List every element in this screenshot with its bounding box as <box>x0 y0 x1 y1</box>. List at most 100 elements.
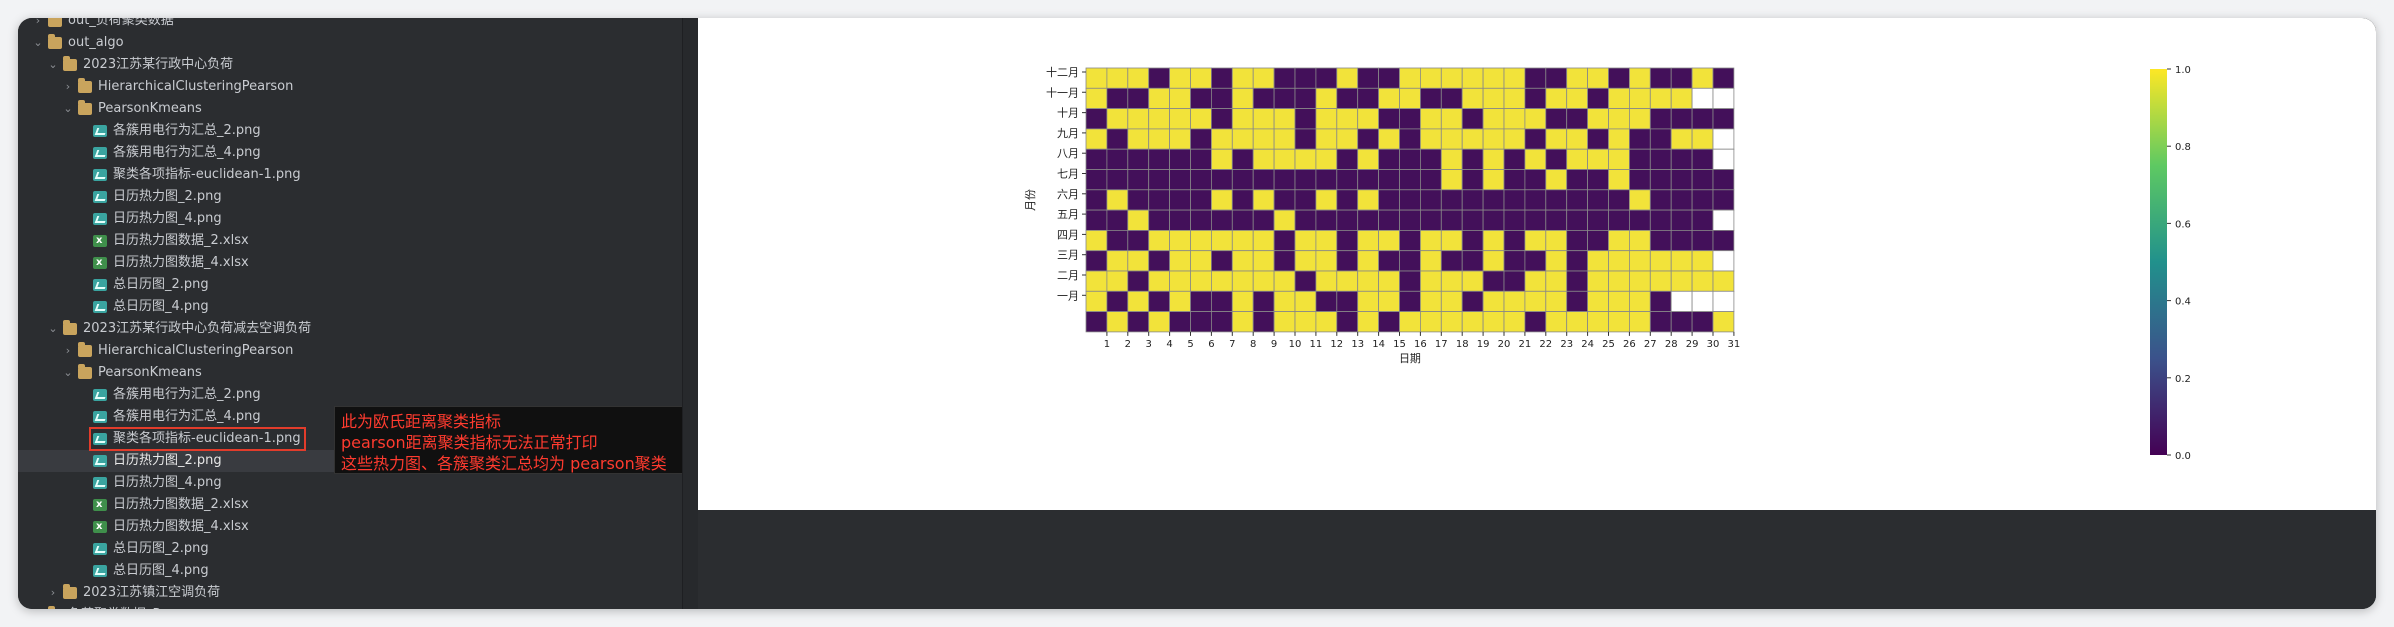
heatmap-cell <box>1190 67 1212 89</box>
empty-editor-area <box>698 510 2376 609</box>
tree-folder[interactable]: ⌄ PearsonKmeans <box>18 98 682 120</box>
tree-folder[interactable]: › 负荷聚类数据_Pearson <box>18 604 682 609</box>
heatmap-cell <box>1106 311 1129 333</box>
heatmap-cell <box>1106 229 1129 252</box>
heatmap-cell <box>1691 229 1714 252</box>
heatmap-cell <box>1106 128 1129 150</box>
tree-folder[interactable]: › 2023江苏镇江空调负荷 <box>18 582 682 604</box>
tree-file[interactable]: 日历热力图_4.png <box>18 208 682 230</box>
heatmap-cell <box>1148 270 1171 292</box>
chevron-right-icon[interactable]: › <box>65 344 71 357</box>
heatmap-cell <box>1378 148 1400 170</box>
tree-folder[interactable]: ⌄ 2023江苏某行政中心负荷减去空调负荷 <box>18 318 682 340</box>
heatmap-cell <box>1127 87 1150 110</box>
tree-folder[interactable]: ⌄ PearsonKmeans <box>18 362 682 384</box>
heatmap-cell <box>1357 290 1380 312</box>
heatmap-cell <box>1252 270 1275 292</box>
tree-file[interactable]: 总日历图_2.png <box>18 274 682 296</box>
heatmap-cell <box>1148 67 1171 89</box>
heatmap-cell <box>1482 290 1505 312</box>
tree-file[interactable]: 日历热力图_4.png <box>18 472 682 494</box>
tree-file[interactable]: 各簇用电行为汇总_2.png <box>18 384 682 406</box>
heatmap-cell <box>1399 270 1421 292</box>
heatmap-cell <box>1566 128 1589 150</box>
y-axis-label: 月份 <box>1024 189 1037 211</box>
heatmap-cell <box>1712 148 1735 170</box>
chevron-down-icon[interactable]: ⌄ <box>63 366 73 379</box>
heatmap-cell <box>1524 189 1547 211</box>
chevron-down-icon[interactable]: ⌄ <box>33 36 43 49</box>
heatmap-cell <box>1670 209 1693 231</box>
heatmap-cell <box>1482 270 1505 292</box>
y-tick-label: 五月 <box>1057 208 1079 221</box>
chevron-right-icon[interactable]: › <box>50 586 56 599</box>
heatmap-cell <box>1524 229 1547 252</box>
heatmap-cell <box>1649 209 1672 231</box>
heatmap-cell <box>1190 108 1212 130</box>
tree-file[interactable]: 总日历图_4.png <box>18 560 682 582</box>
tree-file[interactable]: 日历热力图数据_2.xlsx <box>18 494 682 516</box>
tree-file[interactable]: 日历热力图数据_4.xlsx <box>18 252 682 274</box>
tree-folder[interactable]: ⌄ 2023江苏某行政中心负荷 <box>18 54 682 76</box>
excel-file-icon <box>93 230 107 252</box>
chevron-down-icon[interactable]: ⌄ <box>63 102 73 115</box>
tree-file[interactable]: 各簇用电行为汇总_4.png <box>18 406 682 428</box>
tree-file[interactable]: 日历热力图数据_4.xlsx <box>18 516 682 538</box>
chevron-right-icon[interactable]: › <box>32 604 44 609</box>
tree-file[interactable]: 日历热力图_2.png <box>18 186 682 208</box>
heatmap-cell <box>1566 148 1589 170</box>
tree-item-label: PearsonKmeans <box>98 101 202 116</box>
image-file-icon <box>93 433 107 445</box>
heatmap-cell <box>1670 128 1693 150</box>
tree-folder[interactable]: › HierarchicalClusteringPearson <box>18 340 682 362</box>
heatmap-cell <box>1169 67 1191 89</box>
chevron-right-icon[interactable]: › <box>65 80 71 93</box>
heatmap-cell <box>1629 189 1651 211</box>
annotation-line-3: 这些热力图、各簇聚类汇总均为 pearson聚类 <box>341 454 667 473</box>
x-tick-label: 24 <box>1581 339 1594 350</box>
heatmap-cell <box>1649 311 1672 333</box>
heatmap-cell <box>1587 250 1609 272</box>
heatmap-cell <box>1315 229 1338 252</box>
tree-folder[interactable]: › out_负荷聚类数据 <box>18 18 682 32</box>
image-file-icon <box>93 411 107 423</box>
tree-file[interactable]: 总日历图_2.png <box>18 538 682 560</box>
heatmap-cell <box>1231 189 1254 211</box>
folder-icon <box>63 584 77 599</box>
heatmap-cell <box>1252 311 1275 333</box>
heatmap-cell <box>1566 209 1589 231</box>
tree-file[interactable]: 各簇用电行为汇总_4.png <box>18 142 682 164</box>
heatmap-cell <box>1608 169 1630 191</box>
heatmap-cell <box>1691 209 1714 231</box>
tree-folder[interactable]: ⌄ out_algo <box>18 32 682 54</box>
heatmap-cell <box>1566 311 1589 333</box>
tree-file[interactable]: 聚类各项指标-euclidean-1.png <box>18 428 682 450</box>
heatmap-cell <box>1629 128 1651 150</box>
heatmap-cell <box>1357 87 1380 110</box>
chevron-down-icon[interactable]: ⌄ <box>48 322 58 335</box>
x-tick-label: 3 <box>1146 339 1152 350</box>
heatmap-cell <box>1273 108 1296 130</box>
heatmap-cell <box>1211 189 1233 211</box>
heatmap-cell <box>1127 67 1150 89</box>
heatmap-cell <box>1211 290 1233 312</box>
heatmap-cell <box>1566 189 1589 211</box>
heatmap-cell <box>1336 250 1359 272</box>
chevron-right-icon[interactable]: › <box>35 18 41 27</box>
tree-file[interactable]: 日历热力图数据_2.xlsx <box>18 230 682 252</box>
sidebar-scrollbar[interactable] <box>682 18 699 609</box>
tree-file[interactable]: 各簇用电行为汇总_2.png <box>18 120 682 142</box>
tree-file[interactable]: 聚类各项指标-euclidean-1.png <box>18 164 682 186</box>
heatmap-cell <box>1085 128 1108 150</box>
heatmap-cell <box>1357 311 1380 333</box>
heatmap-cell <box>1252 209 1275 231</box>
tree-folder[interactable]: › HierarchicalClusteringPearson <box>18 76 682 98</box>
heatmap-cell <box>1587 169 1609 191</box>
tree-file[interactable]: 总日历图_4.png <box>18 296 682 318</box>
chevron-down-icon[interactable]: ⌄ <box>48 58 58 71</box>
heatmap-cell <box>1336 148 1359 170</box>
heatmap-cell <box>1190 209 1212 231</box>
heatmap-cell <box>1357 189 1380 211</box>
heatmap-cell <box>1085 87 1108 110</box>
tree-item-label: 各簇用电行为汇总_2.png <box>113 123 261 138</box>
